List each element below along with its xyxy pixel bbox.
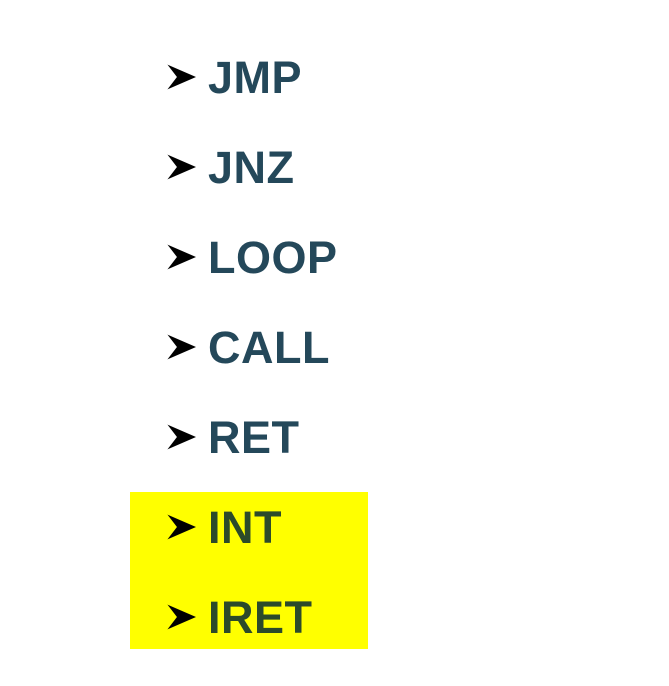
instruction-label: CALL bbox=[208, 321, 330, 373]
instruction-label: JMP bbox=[208, 51, 303, 103]
list-item-iret: IRET bbox=[164, 591, 313, 643]
list-item-int: INT bbox=[164, 501, 282, 553]
list-item-ret: RET bbox=[164, 411, 300, 463]
arrowhead-bullet-icon bbox=[165, 603, 196, 631]
arrowhead-bullet-icon bbox=[165, 63, 196, 91]
instruction-label: INT bbox=[208, 501, 282, 553]
list-item-call: CALL bbox=[164, 321, 330, 373]
instruction-label: RET bbox=[208, 411, 300, 463]
list-item-jmp: JMP bbox=[164, 51, 303, 103]
instruction-label: JNZ bbox=[208, 141, 295, 193]
arrowhead-bullet-icon bbox=[165, 513, 196, 541]
arrowhead-bullet-icon bbox=[165, 243, 196, 271]
instruction-label: IRET bbox=[208, 591, 313, 643]
arrowhead-bullet-icon bbox=[165, 153, 196, 181]
arrowhead-bullet-icon bbox=[165, 333, 196, 361]
instruction-label: LOOP bbox=[208, 231, 338, 283]
arrowhead-bullet-icon bbox=[165, 423, 196, 451]
list-item-jnz: JNZ bbox=[164, 141, 295, 193]
list-item-loop: LOOP bbox=[164, 231, 338, 283]
